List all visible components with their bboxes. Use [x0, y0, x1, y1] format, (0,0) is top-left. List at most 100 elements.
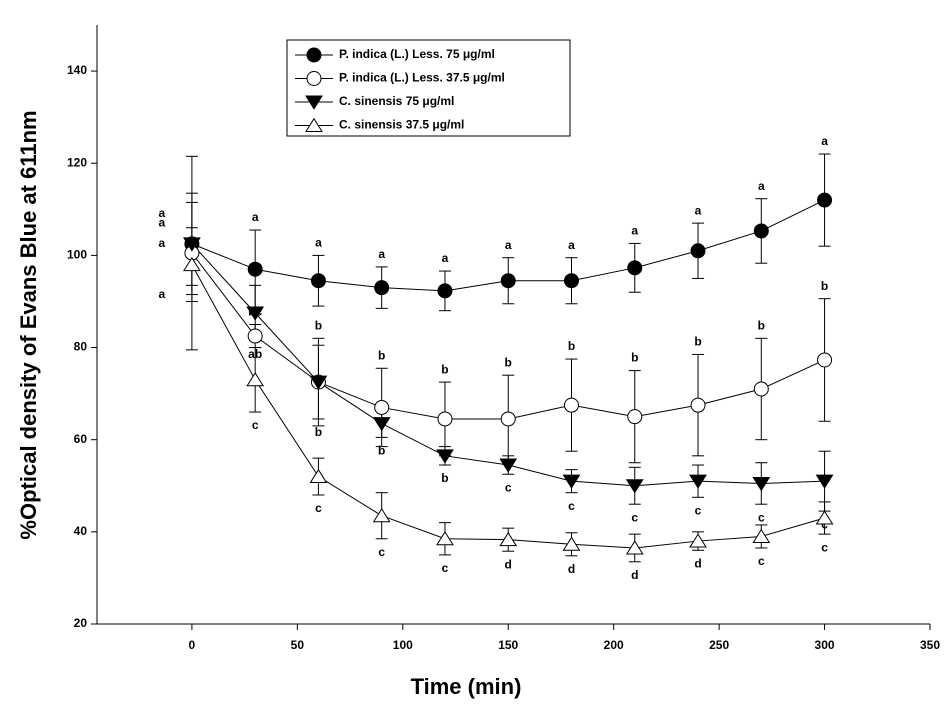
- data-point: [690, 243, 706, 259]
- data-point: [500, 273, 516, 289]
- significance-label: c: [315, 501, 322, 515]
- data-point: [374, 399, 390, 415]
- y-tick-label: 20: [74, 616, 88, 630]
- data-point: [753, 223, 769, 239]
- legend-label: P. indica (L.) Less. 75 μg/ml: [339, 47, 495, 61]
- y-tick-label: 60: [74, 432, 88, 446]
- y-tick-label: 100: [67, 248, 87, 262]
- significance-label: a: [695, 203, 702, 217]
- data-point: [690, 397, 706, 413]
- significance-label: a: [758, 179, 765, 193]
- significance-label: c: [758, 554, 765, 568]
- significance-label: d: [568, 562, 575, 576]
- significance-label: a: [159, 215, 166, 229]
- data-point: [627, 260, 643, 276]
- legend-box: [286, 39, 571, 137]
- data-point: [627, 409, 643, 425]
- data-point: [499, 531, 518, 547]
- legend-marker: [305, 117, 323, 132]
- data-point: [246, 306, 265, 321]
- significance-label: a: [505, 238, 512, 252]
- legend-label: C. sinensis 75 μg/ml: [339, 94, 454, 108]
- significance-label: a: [378, 247, 385, 261]
- data-point: [247, 261, 263, 277]
- data-point: [437, 283, 453, 299]
- x-tick-label: 100: [393, 638, 413, 652]
- x-tick-label: 0: [189, 638, 196, 652]
- data-point: [689, 533, 707, 548]
- legend-marker: [305, 95, 323, 110]
- significance-label: b: [378, 444, 385, 458]
- data-point: [563, 273, 579, 289]
- x-tick-label: 50: [291, 638, 305, 652]
- legend-marker: [306, 71, 322, 86]
- x-axis-title: Time (min): [411, 674, 522, 699]
- data-point: [309, 468, 328, 484]
- significance-label: c: [568, 499, 575, 513]
- legend-marker: [306, 47, 322, 63]
- x-tick-label: 250: [709, 638, 729, 652]
- y-tick-label: 80: [74, 340, 88, 354]
- data-point: [815, 474, 834, 489]
- data-point: [817, 352, 833, 368]
- data-point: [309, 375, 328, 390]
- data-point: [372, 417, 391, 432]
- data-point: [752, 476, 771, 492]
- y-tick-label: 120: [67, 155, 87, 169]
- data-point: [247, 328, 263, 344]
- data-point: [437, 411, 453, 427]
- significance-label: b: [441, 362, 448, 376]
- significance-label: c: [695, 503, 702, 517]
- significance-label: c: [442, 561, 449, 575]
- y-axis-title: %Optical density of Evans Blue at 611nm: [16, 110, 41, 539]
- x-tick-label: 150: [498, 638, 518, 652]
- significance-label: c: [252, 418, 259, 432]
- significance-label: c: [505, 480, 512, 494]
- data-point: [753, 381, 769, 397]
- significance-label: b: [821, 279, 828, 293]
- significance-label: a: [568, 238, 575, 252]
- data-point: [182, 256, 201, 272]
- significance-label: a: [159, 287, 166, 301]
- significance-label: ab: [248, 347, 262, 361]
- significance-label: c: [631, 510, 638, 524]
- y-tick-label: 140: [67, 63, 87, 77]
- significance-label: b: [505, 355, 512, 369]
- significance-label: c: [758, 510, 765, 524]
- significance-label: b: [315, 318, 322, 332]
- significance-label: b: [631, 351, 638, 365]
- significance-label: a: [159, 206, 166, 220]
- data-point: [752, 528, 771, 543]
- data-point: [562, 474, 581, 489]
- data-point: [817, 192, 833, 208]
- significance-label: a: [442, 251, 449, 265]
- significance-label: a: [631, 224, 638, 238]
- significance-label: b: [758, 318, 765, 332]
- data-point: [500, 411, 516, 427]
- data-point: [689, 474, 707, 489]
- x-tick-label: 300: [815, 638, 835, 652]
- significance-label: d: [505, 557, 512, 571]
- data-point: [374, 280, 390, 296]
- significance-label: a: [315, 236, 322, 250]
- data-point: [815, 510, 834, 525]
- data-point: [625, 479, 644, 494]
- significance-label: d: [694, 556, 701, 570]
- data-point: [182, 237, 201, 252]
- significance-label: b: [378, 348, 385, 362]
- significance-label: c: [821, 540, 828, 554]
- data-point: [372, 507, 391, 523]
- significance-label: b: [568, 339, 575, 353]
- significance-label: b: [694, 335, 701, 349]
- data-point: [625, 540, 644, 555]
- legend-label: P. indica (L.) Less. 37.5 μg/ml: [339, 71, 505, 85]
- significance-label: a: [252, 210, 259, 224]
- data-point: [499, 458, 518, 473]
- significance-label: b: [315, 425, 322, 439]
- data-point: [310, 273, 326, 289]
- significance-label: d: [631, 568, 638, 582]
- data-point: [246, 372, 265, 387]
- data-point: [436, 531, 454, 546]
- y-tick-label: 40: [74, 524, 88, 538]
